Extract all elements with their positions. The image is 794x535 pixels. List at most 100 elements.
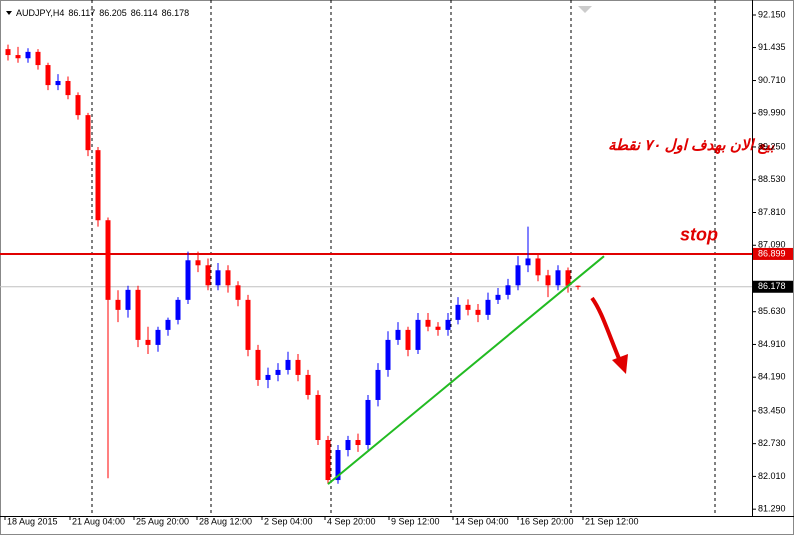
arrow <box>590 296 624 367</box>
x-tick-label: 4 Sep 20:00 <box>327 516 376 526</box>
candle-body <box>45 65 51 86</box>
candle-body <box>515 265 521 286</box>
candle-body <box>195 260 201 266</box>
candle-body <box>405 329 411 350</box>
candle-body <box>435 326 441 330</box>
y-tick-label: 87.810 <box>758 207 786 217</box>
header-field: 86.114 <box>131 8 158 18</box>
bid-price-tag: 86.178 <box>758 281 786 291</box>
y-tick-label: 92.150 <box>758 9 786 19</box>
candle-body <box>335 450 341 481</box>
y-tick-label: 89.990 <box>758 108 786 118</box>
candle-body <box>375 369 381 400</box>
candle-body <box>365 399 371 446</box>
candle-body <box>545 275 551 286</box>
candle-body <box>455 304 461 320</box>
candle-body <box>115 299 121 310</box>
menu-triangle <box>6 11 12 15</box>
y-tick-label: 91.435 <box>758 42 786 52</box>
candle-body <box>465 304 471 310</box>
candle-body <box>235 285 241 300</box>
candle-body <box>205 265 211 286</box>
candle-body <box>15 55 21 59</box>
trendline <box>327 255 605 485</box>
y-tick-label: 87.090 <box>758 240 786 250</box>
stop-label: stop <box>680 225 718 245</box>
candle-body <box>475 309 481 315</box>
candle-body <box>145 339 151 345</box>
arrow-head <box>612 354 628 374</box>
candle-body <box>505 285 511 295</box>
y-tick-label: 88.530 <box>758 174 786 184</box>
x-tick-label: 16 Sep 20:00 <box>520 516 574 526</box>
stop-price-tag-box <box>753 247 793 260</box>
candle-body <box>445 319 451 330</box>
candle-body <box>295 359 301 375</box>
candle-body <box>55 80 61 86</box>
candle-body <box>525 258 531 266</box>
y-tick-label: 84.190 <box>758 372 786 382</box>
candle-body <box>5 49 11 56</box>
x-tick-label: 25 Aug 20:00 <box>136 516 189 526</box>
candle-body <box>355 440 361 446</box>
y-tick-label: 90.710 <box>758 75 786 85</box>
x-tick-label: 18 Aug 2015 <box>7 516 58 526</box>
candle-body <box>225 270 231 286</box>
candle-body <box>345 440 351 451</box>
candle-body <box>395 329 401 340</box>
candle-body <box>275 369 281 375</box>
candle-body <box>305 374 311 395</box>
candle-body <box>265 374 271 380</box>
bid-price-tag-box <box>753 280 793 293</box>
annotation: بيع الان بهدف اول ٧٠ نقطة <box>608 137 775 154</box>
x-tick-label: 14 Sep 04:00 <box>455 516 509 526</box>
y-tick-label: 81.290 <box>758 504 786 514</box>
candle-body <box>65 80 71 96</box>
candle-body <box>95 150 101 221</box>
candle-body <box>415 319 421 350</box>
candle-body <box>325 440 331 481</box>
candle-body <box>485 299 491 315</box>
candle-body <box>565 270 571 286</box>
shift-marker <box>578 6 592 13</box>
x-tick-label: 9 Sep 12:00 <box>391 516 440 526</box>
candle-body <box>135 289 141 340</box>
y-tick-label: 85.630 <box>758 306 786 316</box>
header-field: 86.117 <box>68 8 95 18</box>
candle-body <box>315 394 321 441</box>
candle-body <box>185 260 191 300</box>
y-tick-label: 84.910 <box>758 339 786 349</box>
candle-body <box>125 289 131 310</box>
candle-body <box>105 220 111 300</box>
x-tick-label: 21 Aug 04:00 <box>72 516 125 526</box>
candle-body <box>165 319 171 330</box>
candle-body <box>35 51 41 66</box>
y-tick-label: 82.730 <box>758 438 786 448</box>
x-tick-label: 2 Sep 04:00 <box>264 516 313 526</box>
candle-body <box>575 285 581 287</box>
period-separators <box>91 0 716 516</box>
header: AUDJPY,H4 86.117 86.205 86.114 86.178 <box>16 8 189 18</box>
y-tick-label: 83.450 <box>758 405 786 415</box>
y-tick-label: 89.250 <box>758 141 786 151</box>
candle-body <box>175 299 181 320</box>
header-field: AUDJPY,H4 <box>16 8 64 18</box>
candle-body <box>155 329 161 345</box>
candle-body <box>285 359 291 370</box>
stop-price-tag: 86.899 <box>758 248 786 258</box>
candle-body <box>255 349 261 380</box>
candle-body <box>75 95 81 116</box>
x-tick-label: 28 Aug 12:00 <box>199 516 252 526</box>
header-field: 86.205 <box>99 8 127 18</box>
x-tick-label: 21 Sep 12:00 <box>585 516 639 526</box>
header-field: 86.178 <box>162 8 190 18</box>
candle-body <box>425 319 431 327</box>
y-tick-label: 82.010 <box>758 471 786 481</box>
candle-body <box>555 270 561 286</box>
candle-body <box>245 299 251 350</box>
candle-body <box>535 258 541 276</box>
candle-body <box>495 294 501 300</box>
candle-body <box>385 339 391 370</box>
